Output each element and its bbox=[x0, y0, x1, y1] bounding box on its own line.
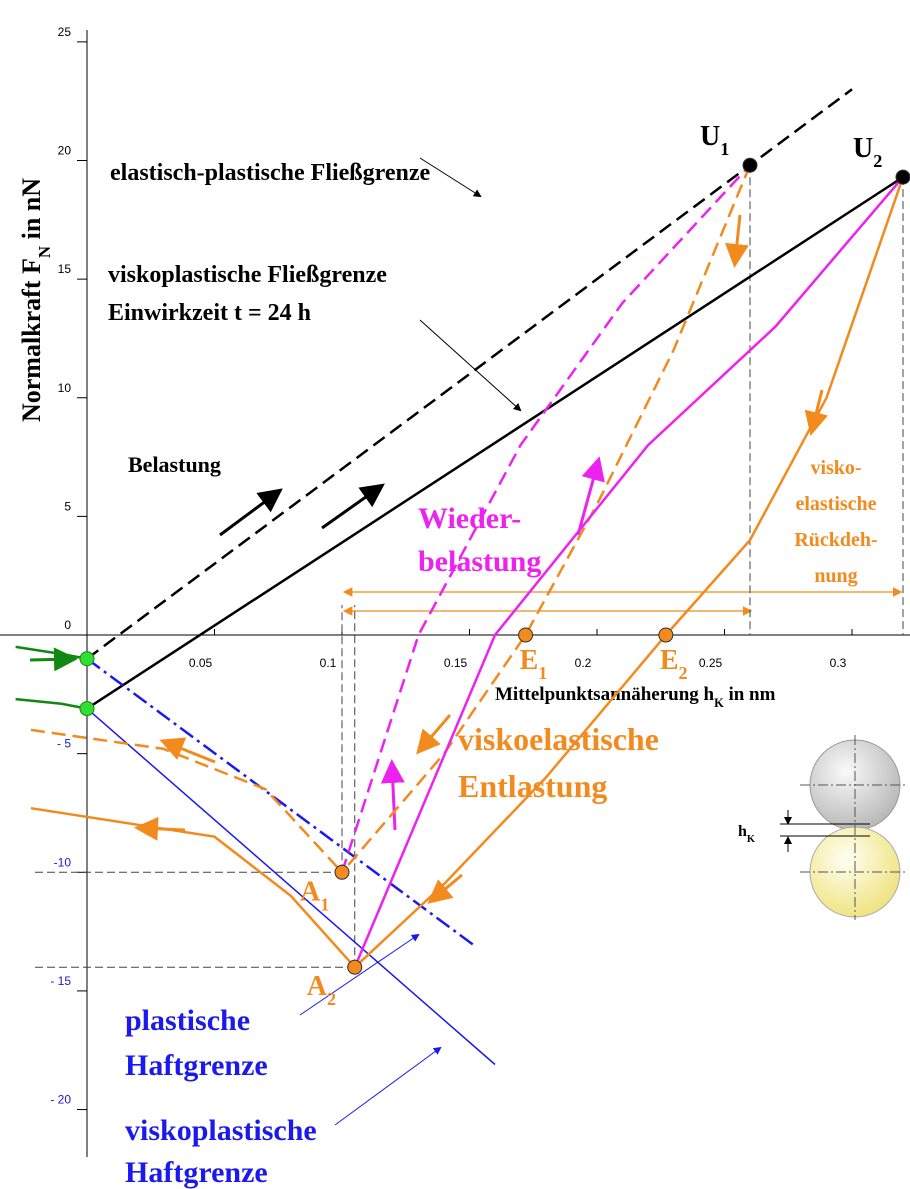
label-part: E bbox=[660, 645, 679, 676]
x-tick-label: 0.2 bbox=[575, 656, 592, 670]
series-line bbox=[86, 657, 476, 947]
label-part: 1 bbox=[320, 894, 329, 914]
y-tick-label: -10 bbox=[54, 855, 72, 869]
label-part: Mittelpunktsannäherung h bbox=[495, 684, 715, 705]
label-part: 2 bbox=[679, 663, 688, 683]
label-part: E bbox=[520, 645, 539, 676]
series-line bbox=[30, 806, 356, 969]
point bbox=[895, 169, 910, 185]
annotation: Belastung bbox=[128, 452, 221, 477]
series-line bbox=[341, 164, 752, 874]
label-part: K bbox=[747, 834, 755, 845]
label-part: Normalkraft F bbox=[17, 258, 46, 422]
annotation: belastung bbox=[418, 545, 541, 578]
point bbox=[518, 627, 534, 643]
x-tick-label: 0.15 bbox=[444, 656, 468, 670]
x-tick-label: 0.3 bbox=[830, 656, 847, 670]
series-line bbox=[15, 645, 88, 660]
y-tick-label: 25 bbox=[58, 25, 72, 39]
x-tick-label: 0.25 bbox=[699, 656, 723, 670]
annotation: Einwirkzeit t = 24 h bbox=[108, 300, 311, 326]
label-part: A bbox=[300, 876, 321, 907]
annotation: Haftgrenze bbox=[125, 1049, 268, 1082]
series-line bbox=[86, 708, 496, 1066]
y-tick-label: 10 bbox=[58, 381, 72, 395]
point bbox=[79, 651, 95, 667]
annotation: viskoplastische Fließgrenze bbox=[108, 262, 387, 288]
point bbox=[334, 864, 350, 880]
annotation: elastisch-plastische Fließgrenze bbox=[110, 160, 431, 186]
annotation: nung bbox=[814, 565, 857, 587]
series-line bbox=[15, 697, 88, 710]
label-part: in nN bbox=[17, 178, 46, 246]
label-part: h bbox=[738, 823, 747, 840]
series-line bbox=[86, 176, 904, 710]
point-label: U1 bbox=[700, 121, 729, 159]
series-line bbox=[86, 88, 853, 660]
point bbox=[742, 157, 758, 173]
annotation: Wieder- bbox=[418, 502, 521, 535]
point bbox=[79, 701, 95, 717]
annotation: plastische bbox=[125, 1004, 250, 1037]
x-tick-label: 0.1 bbox=[320, 656, 337, 670]
series-line bbox=[30, 728, 343, 874]
label-part: 1 bbox=[720, 139, 729, 159]
decorations bbox=[29, 157, 903, 1126]
label-part: U bbox=[853, 133, 873, 164]
y-tick-label: 5 bbox=[64, 499, 71, 513]
y-tick-label: - 5 bbox=[57, 737, 71, 751]
y-tick-label: 0 bbox=[64, 618, 71, 632]
point-label: A2 bbox=[307, 971, 336, 1009]
label-part: 1 bbox=[538, 663, 547, 683]
x-axis-label: Mittelpunktsannäherung hK in nm bbox=[495, 684, 776, 710]
y-tick-label: 15 bbox=[58, 262, 72, 276]
y-tick-label: - 20 bbox=[50, 1093, 71, 1107]
point bbox=[347, 959, 363, 975]
y-axis-label: Normalkraft FN in nN bbox=[17, 178, 54, 422]
annotation: elastische bbox=[795, 493, 876, 515]
series-line bbox=[353, 176, 904, 968]
label-part: U bbox=[700, 121, 720, 152]
label-part: 2 bbox=[327, 989, 336, 1009]
point-label: E1 bbox=[520, 645, 548, 683]
label-part: in nm bbox=[724, 684, 776, 705]
annotation: viskoelastische bbox=[458, 721, 659, 757]
x-tick-label: 0.05 bbox=[189, 656, 213, 670]
y-tick-label: 20 bbox=[58, 143, 72, 157]
label-part: K bbox=[714, 696, 724, 710]
point bbox=[658, 627, 674, 643]
inset-label: hK bbox=[738, 823, 755, 845]
inset: hK bbox=[738, 735, 905, 920]
annotation: Haftgrenze bbox=[125, 1156, 268, 1189]
y-tick-label: - 15 bbox=[50, 974, 71, 988]
series-line bbox=[340, 164, 751, 873]
annotation: Rückdeh- bbox=[794, 529, 877, 551]
annotation: Entlastung bbox=[458, 768, 607, 804]
annotation: visko- bbox=[810, 457, 861, 479]
point-label: E2 bbox=[660, 645, 688, 683]
annotation: viskoplastische bbox=[125, 1114, 317, 1147]
label-part: N bbox=[35, 246, 54, 258]
label-part: A bbox=[307, 971, 328, 1002]
point-label: A1 bbox=[300, 876, 329, 914]
label-part: 2 bbox=[873, 151, 882, 171]
point-label: U2 bbox=[853, 133, 882, 171]
